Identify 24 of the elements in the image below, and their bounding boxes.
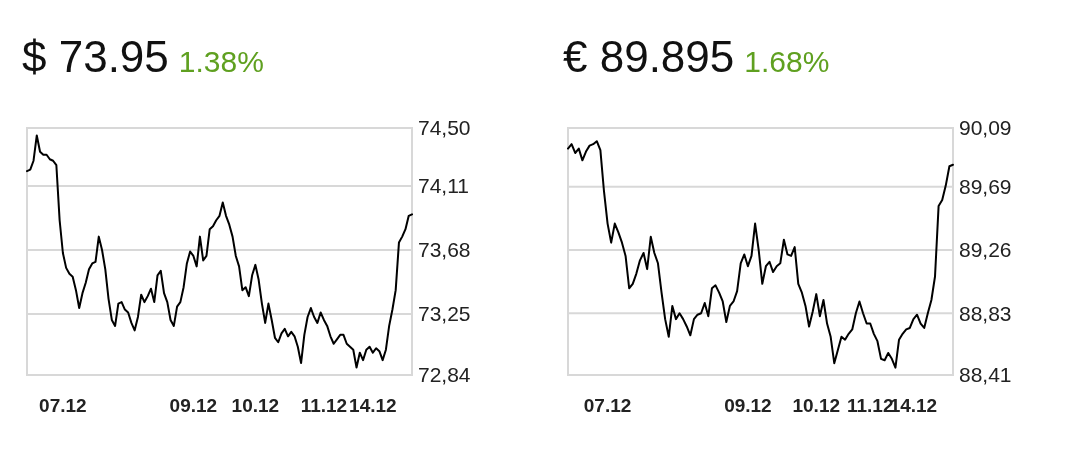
x-tick-label: 07.12 [583, 395, 632, 416]
line-series [567, 140, 954, 369]
x-tick-label: 09.12 [724, 395, 772, 416]
x-tick-label: 10.12 [231, 395, 280, 416]
y-tick-label: 72,84 [418, 363, 471, 387]
y-tick-label: 88,83 [959, 301, 1012, 325]
chart-title: $ 73.95 [22, 32, 169, 81]
x-tick-label: 09.12 [169, 395, 218, 416]
y-tick-label: 74,50 [418, 116, 471, 140]
y-tick-label: 74,11 [418, 174, 469, 198]
chart-subtitle: 1.68% [744, 45, 830, 78]
y-tick-label: 90,09 [959, 116, 1012, 140]
y-tick-label: 73,68 [418, 238, 471, 262]
x-tick-label: 14.12 [349, 395, 397, 416]
y-tick-label: 88,41 [959, 363, 1012, 387]
x-tick-label: 10.12 [792, 395, 841, 416]
line-series [26, 134, 413, 369]
chart-subtitle: 1.38% [178, 45, 264, 78]
x-tick-label: 11.12 [300, 395, 348, 416]
y-tick-label: 89,26 [959, 238, 1012, 262]
x-tick-label: 07.12 [39, 395, 87, 416]
chart-title: € 89.895 [563, 32, 735, 81]
y-tick-label: 89,69 [959, 175, 1012, 199]
y-tick-label: 73,25 [418, 302, 471, 326]
